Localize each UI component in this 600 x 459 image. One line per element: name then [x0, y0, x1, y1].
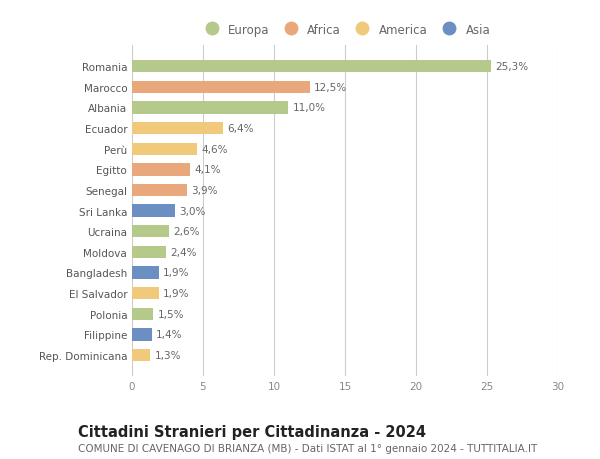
Bar [132, 82, 310, 94]
Text: 25,3%: 25,3% [496, 62, 529, 72]
Text: 11,0%: 11,0% [292, 103, 325, 113]
Text: 2,4%: 2,4% [170, 247, 197, 257]
Text: 12,5%: 12,5% [314, 83, 347, 93]
Bar [132, 205, 175, 217]
Bar [132, 329, 152, 341]
Text: 1,5%: 1,5% [158, 309, 184, 319]
Text: 2,6%: 2,6% [173, 227, 200, 237]
Text: 1,9%: 1,9% [163, 268, 190, 278]
Text: 1,3%: 1,3% [155, 350, 181, 360]
Bar [132, 164, 190, 176]
Bar [132, 308, 154, 320]
Bar [132, 123, 223, 135]
Text: 3,9%: 3,9% [191, 185, 218, 196]
Bar [132, 102, 288, 114]
Bar [132, 267, 159, 279]
Text: 6,4%: 6,4% [227, 124, 254, 134]
Text: 4,1%: 4,1% [194, 165, 221, 175]
Legend: Europa, Africa, America, Asia: Europa, Africa, America, Asia [195, 19, 495, 41]
Text: 3,0%: 3,0% [179, 206, 205, 216]
Bar [132, 246, 166, 258]
Text: COMUNE DI CAVENAGO DI BRIANZA (MB) - Dati ISTAT al 1° gennaio 2024 - TUTTITALIA.: COMUNE DI CAVENAGO DI BRIANZA (MB) - Dat… [78, 443, 537, 453]
Bar [132, 349, 151, 361]
Bar [132, 61, 491, 73]
Bar [132, 143, 197, 156]
Bar [132, 287, 159, 300]
Text: 1,9%: 1,9% [163, 288, 190, 298]
Text: Cittadini Stranieri per Cittadinanza - 2024: Cittadini Stranieri per Cittadinanza - 2… [78, 425, 426, 440]
Text: 1,4%: 1,4% [156, 330, 182, 340]
Text: 4,6%: 4,6% [202, 145, 228, 154]
Bar [132, 225, 169, 238]
Bar [132, 185, 187, 197]
